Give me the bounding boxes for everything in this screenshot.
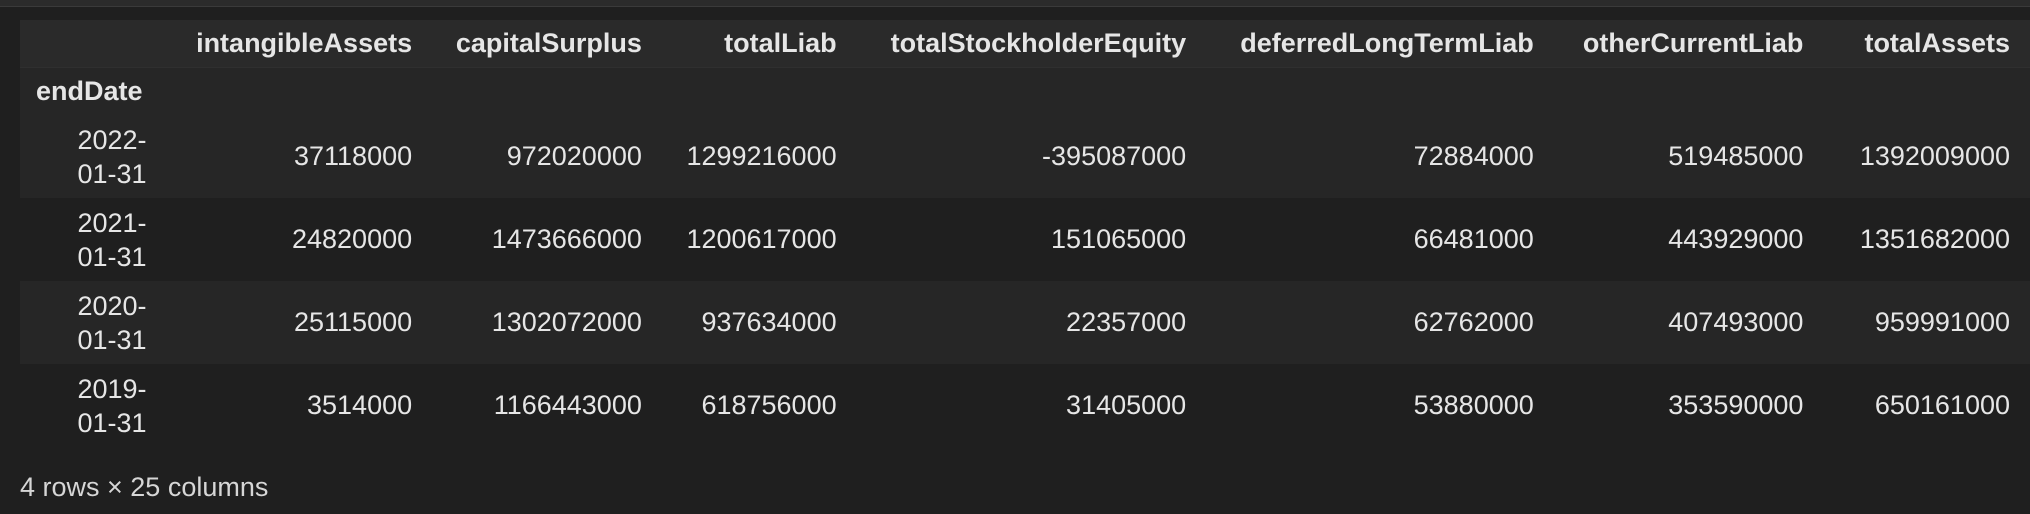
table-cell: 31405000 [856, 364, 1207, 447]
table-cell: 1473666000 [432, 198, 662, 281]
dataframe-table: intangibleAssets capitalSurplus totalLia… [20, 20, 2030, 447]
table-cell: 407493000 [1553, 281, 1824, 364]
table-cell: 1302072000 [432, 281, 662, 364]
column-header: otherCurrentLiab [1553, 20, 1824, 68]
dataframe-output: intangibleAssets capitalSurplus totalLia… [20, 20, 2030, 447]
column-header: capitalSurplus [432, 20, 662, 68]
table-cell: 1166443000 [432, 364, 662, 447]
table-cell: 443929000 [1553, 198, 1824, 281]
row-index: 2022- 01-31 [20, 115, 163, 198]
table-row: 2019- 01-31 3514000 1166443000 618756000 … [20, 364, 2030, 447]
table-cell: 66481000 [1206, 198, 1554, 281]
dataframe-shape-summary: 4 rows × 25 columns [20, 472, 269, 502]
table-cell: 618756000 [661, 364, 857, 447]
row-index: 2020- 01-31 [20, 281, 163, 364]
column-header: totalLiab [661, 20, 857, 68]
table-cell: 353590000 [1553, 364, 1824, 447]
table-cell: 519485000 [1553, 115, 1824, 198]
row-index: 2021- 01-31 [20, 198, 163, 281]
table-cell: 1392009000 [1823, 115, 2030, 198]
index-header-row: endDate [20, 67, 2030, 115]
table-cell: 22357000 [856, 281, 1207, 364]
top-border [0, 0, 2030, 7]
table-cell: 3514000 [162, 364, 433, 447]
table-cell: 1351682000 [1823, 198, 2030, 281]
table-row: 2020- 01-31 25115000 1302072000 937634000… [20, 281, 2030, 364]
table-cell: 24820000 [162, 198, 433, 281]
column-header: totalAssets [1823, 20, 2030, 68]
column-header: totalStockholderEquity [856, 20, 1207, 68]
column-header-row: intangibleAssets capitalSurplus totalLia… [20, 20, 2030, 68]
table-cell: 959991000 [1823, 281, 2030, 364]
table-cell: 151065000 [856, 198, 1207, 281]
table-cell: 937634000 [661, 281, 857, 364]
index-name: endDate [20, 67, 163, 115]
table-row: 2021- 01-31 24820000 1473666000 120061700… [20, 198, 2030, 281]
corner-cell [20, 20, 163, 68]
table-cell: 53880000 [1206, 364, 1554, 447]
table-cell: 37118000 [162, 115, 433, 198]
table-cell: 72884000 [1206, 115, 1554, 198]
table-cell: 1299216000 [661, 115, 857, 198]
table-cell: 1200617000 [661, 198, 857, 281]
table-cell: 62762000 [1206, 281, 1554, 364]
table-cell: 25115000 [162, 281, 433, 364]
row-index: 2019- 01-31 [20, 364, 163, 447]
table-cell: 972020000 [432, 115, 662, 198]
column-header: deferredLongTermLiab [1206, 20, 1554, 68]
table-cell: 650161000 [1823, 364, 2030, 447]
column-header: intangibleAssets [162, 20, 433, 68]
table-cell: -395087000 [856, 115, 1207, 198]
table-row: 2022- 01-31 37118000 972020000 1299216000… [20, 115, 2030, 198]
